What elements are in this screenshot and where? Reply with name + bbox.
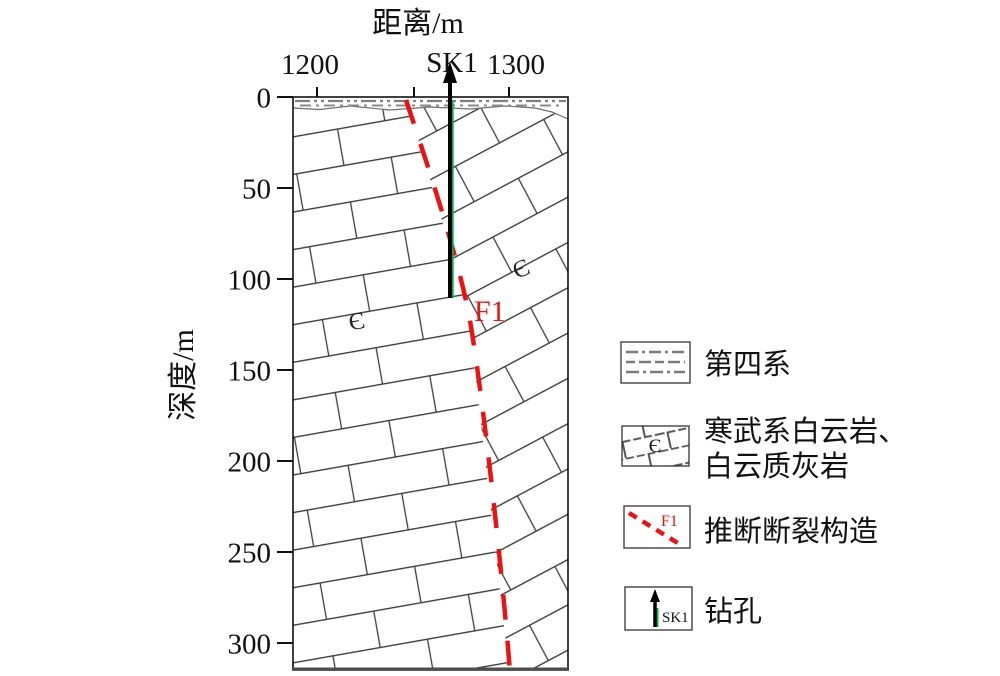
legend-fault-dashed-line	[627, 511, 683, 547]
legend-item-cambrian: Є 寒武系白云岩、 白云质灰岩	[621, 415, 907, 483]
y-axis-title: 深度/m	[167, 329, 200, 421]
y-ticks	[277, 96, 293, 644]
y-tick-label-50: 50	[242, 173, 271, 205]
y-tick-label-250: 250	[228, 537, 272, 569]
legend-item-quaternary: 第四系	[620, 341, 791, 384]
legend-label-borehole: 钻孔	[704, 595, 762, 628]
legend-cambrian-symbol: Є	[649, 436, 662, 457]
rock-patterns	[293, 97, 568, 670]
legend-swatch-cambrian	[621, 425, 690, 467]
quaternary-fill	[293, 97, 568, 119]
legend-label-cambrian-line2: 白云质灰岩	[704, 450, 849, 483]
legend-borehole-arrowhead-icon	[650, 589, 660, 602]
legend-item-fault: F1 推断断裂构造	[623, 505, 878, 549]
x-axis: 距离/m 1200 1300	[281, 7, 545, 97]
x-tick-label-1300: 1300	[487, 49, 545, 81]
legend-borehole-symbol-text: SK1	[662, 610, 689, 626]
x-tick-label-1200: 1200	[281, 49, 339, 81]
cambrian-block-left	[293, 97, 509, 670]
legend-label-fault: 推断断裂构造	[704, 515, 878, 548]
borehole-arrowhead-icon	[443, 62, 457, 83]
y-tick-labels: 0 50 100 150 200 250 300	[228, 82, 272, 660]
y-tick-label-150: 150	[228, 355, 272, 387]
borehole-label: SK1	[426, 47, 478, 79]
legend-item-borehole: SK1 钻孔	[624, 586, 762, 631]
y-tick-label-0: 0	[257, 82, 272, 114]
legend-fault-symbol-text: F1	[661, 513, 678, 530]
borehole-sk1: SK1	[426, 47, 478, 298]
legend-swatch-fault	[623, 505, 691, 549]
legend-label-cambrian-line1: 寒武系白云岩、	[704, 415, 907, 448]
fault-label: F1	[474, 295, 506, 328]
legend-label-quaternary: 第四系	[704, 348, 791, 381]
y-tick-label-300: 300	[228, 628, 272, 660]
legend: 第四系 Є 寒武系白云岩、 白云质灰岩 F1 推断断裂构造 SK1 钻孔	[620, 341, 907, 631]
y-tick-label-100: 100	[228, 264, 272, 296]
x-axis-title: 距离/m	[372, 7, 464, 40]
y-tick-label-200: 200	[228, 446, 272, 478]
y-axis: 深度/m 0 50 100 150 200 250 300	[167, 82, 293, 660]
section-body: SK1 F1 Є Є	[292, 47, 569, 671]
fault-line-f1	[403, 99, 513, 670]
cambrian-symbol-left: Є	[347, 308, 367, 336]
cambrian-block-right	[406, 97, 568, 670]
